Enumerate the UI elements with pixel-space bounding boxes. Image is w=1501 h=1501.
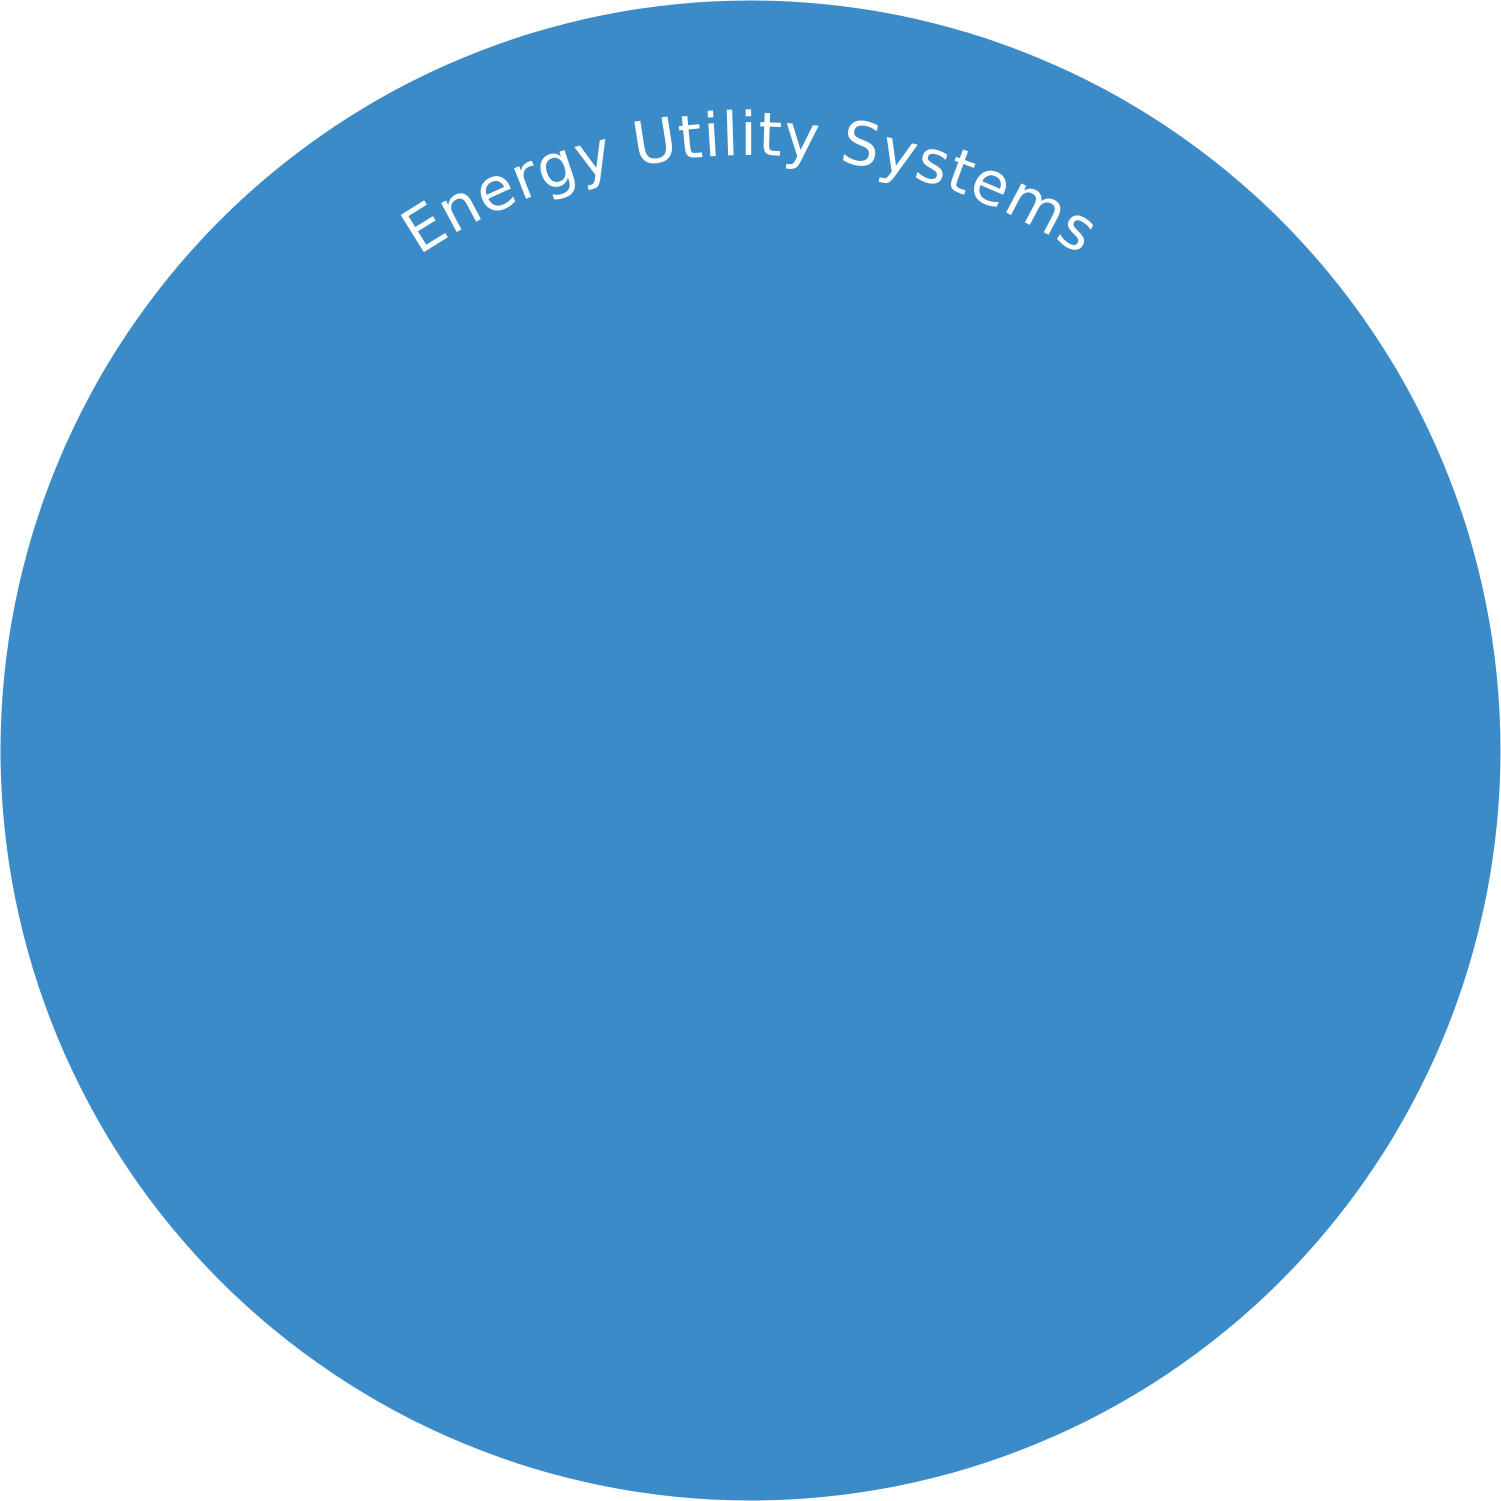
circle-diagram: Energy Utility Systems [0,0,1501,1501]
energy-utility-systems-circle [0,0,1501,1501]
